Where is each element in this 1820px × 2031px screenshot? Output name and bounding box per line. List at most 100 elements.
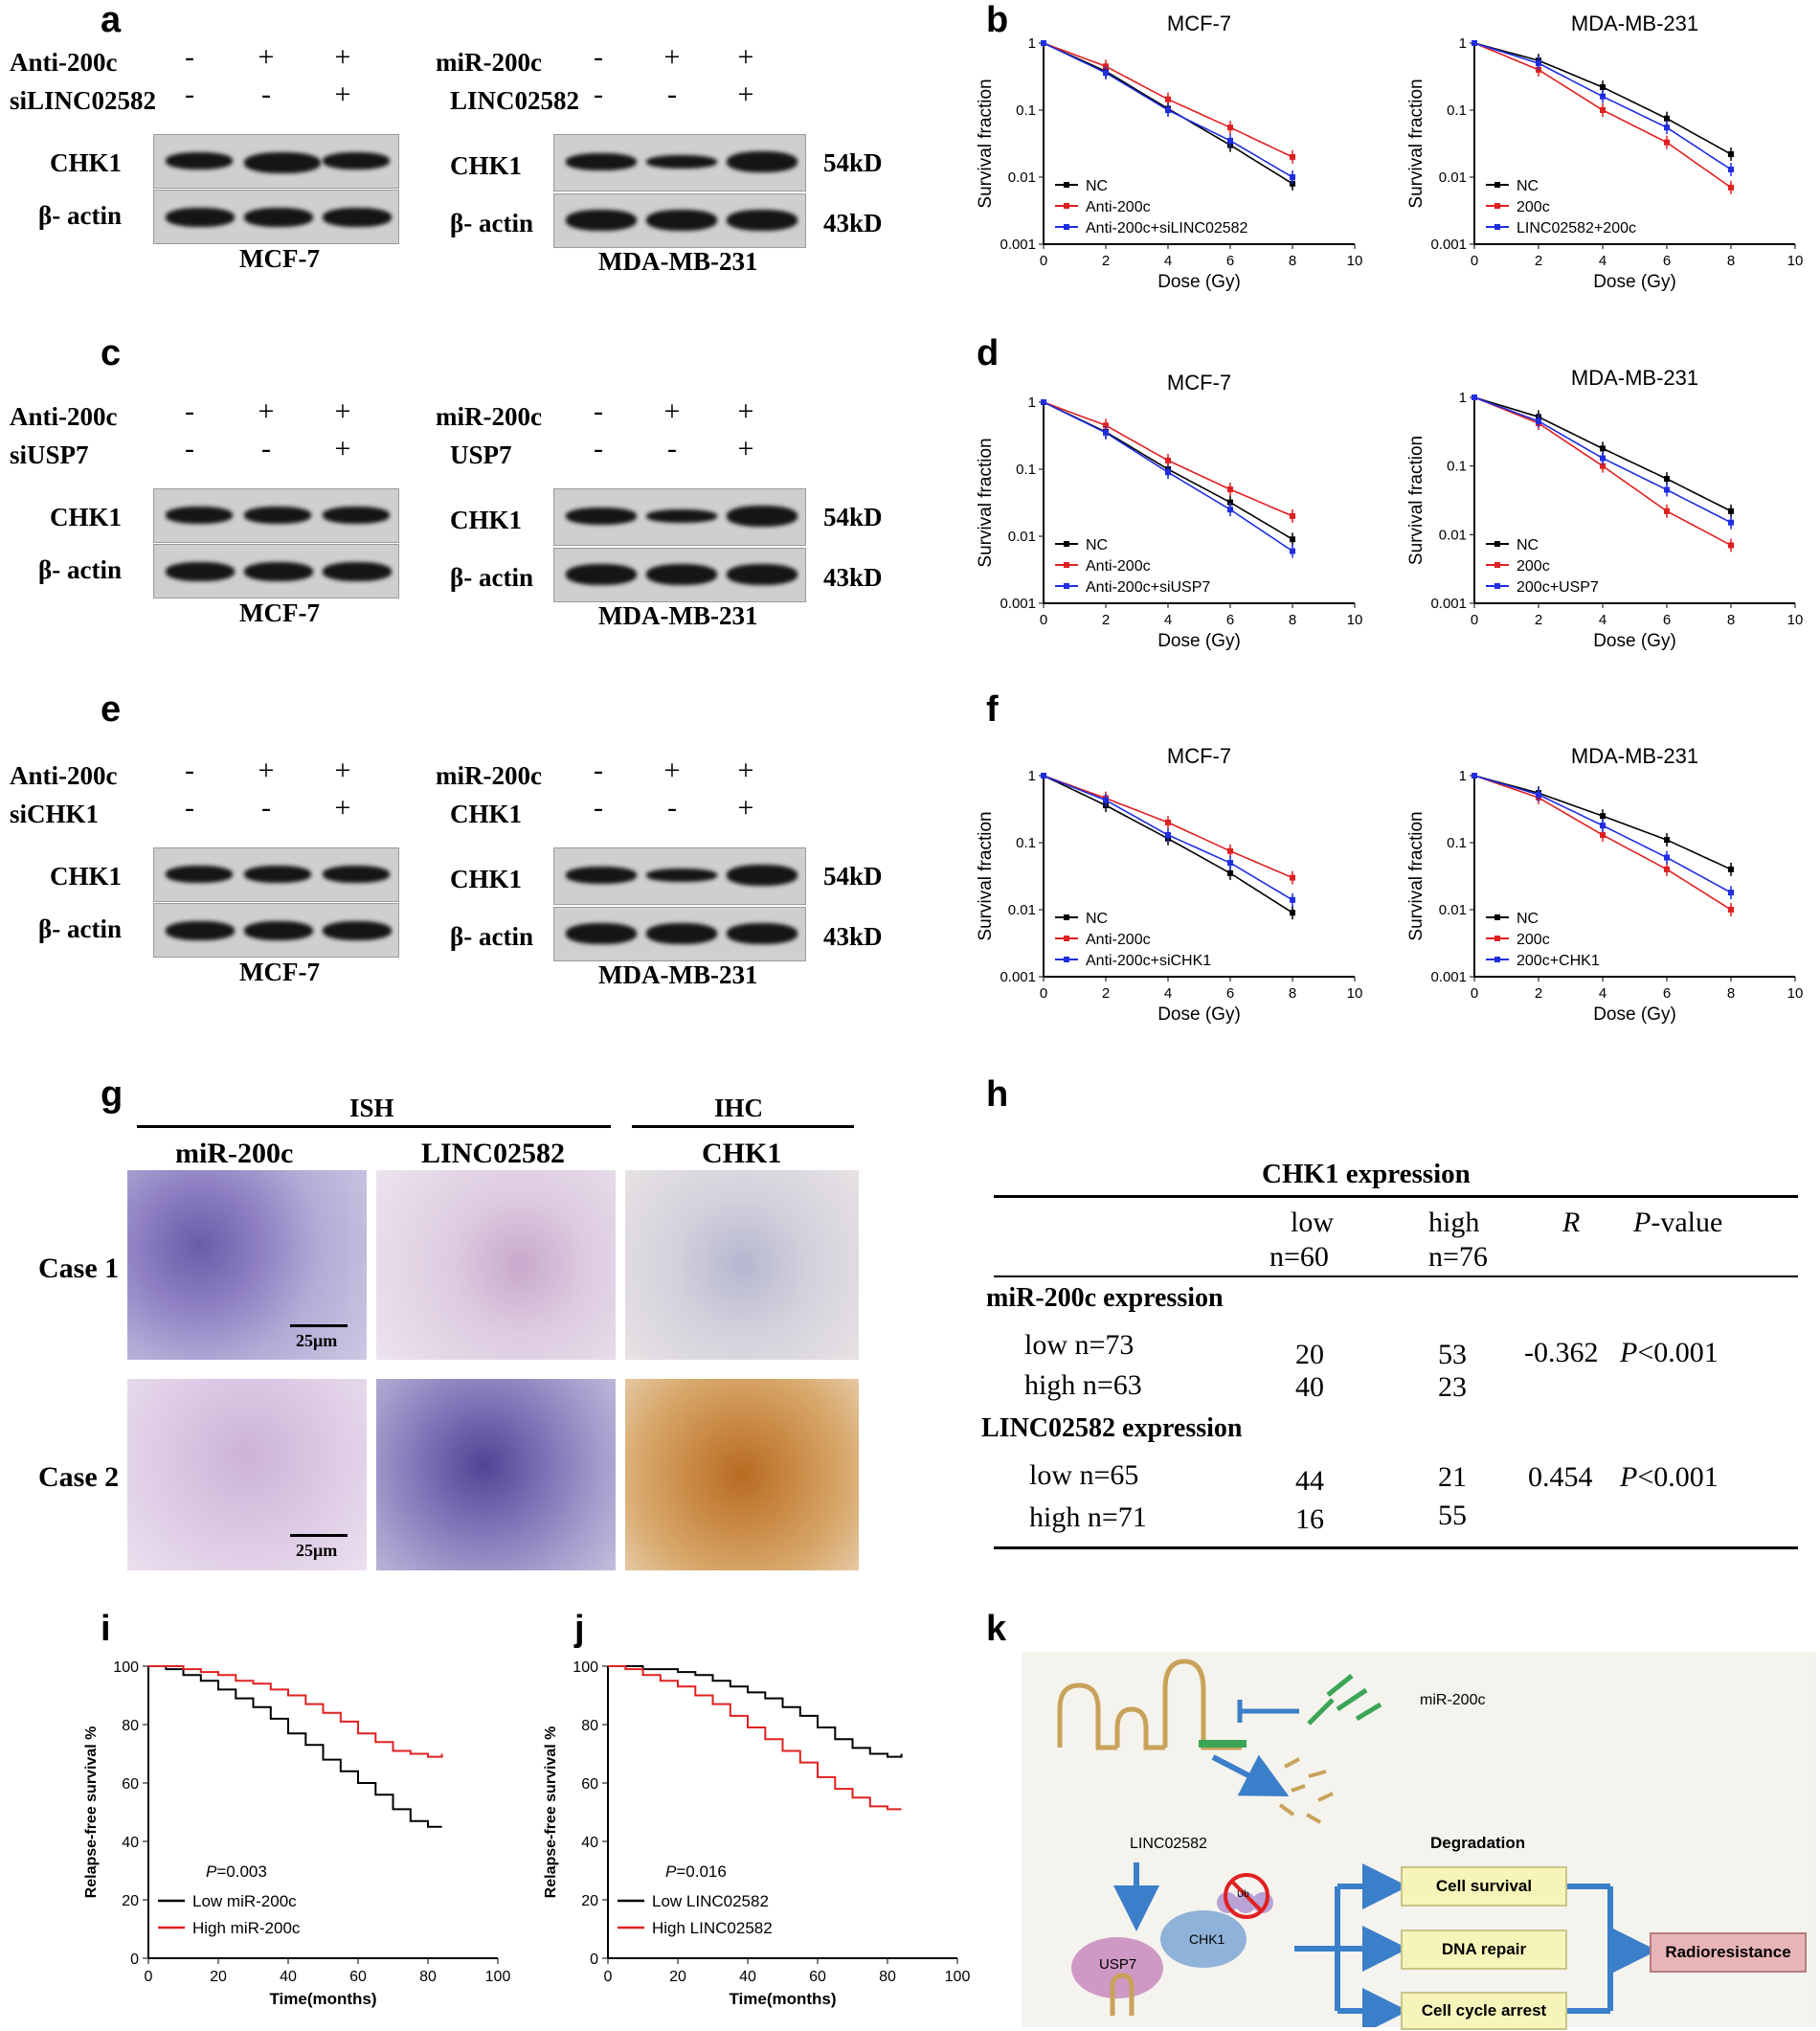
y-tick-label: 0.01 bbox=[1439, 527, 1467, 543]
x-tick-label: 2 bbox=[1535, 612, 1542, 628]
p-value-label: P=0.016 bbox=[665, 1862, 727, 1881]
row-case1: Case 1 bbox=[38, 1252, 120, 1284]
chart-f-mcf7: MCF-7 0 2 4 6 8 10 1 0.1 0.01 0.001 Dose (Gy) Surviv… bbox=[976, 744, 1362, 1025]
sign-mark: + bbox=[258, 755, 275, 786]
row-p: P<0.001 bbox=[1620, 1337, 1719, 1368]
blot-chk1-right bbox=[553, 847, 806, 905]
row-chk1-label: CHK1 bbox=[50, 148, 123, 177]
chart-title: MDA-MB-231 bbox=[1571, 366, 1698, 390]
col-high-n: n=76 bbox=[1428, 1241, 1488, 1273]
sign-mark: - bbox=[594, 792, 603, 824]
protein-band bbox=[323, 921, 392, 940]
row-label: low n=65 bbox=[1029, 1459, 1139, 1491]
sign-mark: + bbox=[737, 395, 754, 427]
table-title: CHK1 expression bbox=[1262, 1159, 1471, 1189]
row-chk1-label: CHK1 bbox=[450, 151, 523, 180]
x-tick-label: 4 bbox=[1164, 985, 1172, 1002]
legend-label: NC bbox=[1517, 178, 1539, 194]
x-tick-label: 0 bbox=[1471, 612, 1478, 628]
sign-mark: + bbox=[737, 433, 754, 464]
row-actin-label: β- actin bbox=[450, 563, 533, 592]
cond2-label: siLINC02582 bbox=[10, 86, 157, 115]
legend-marker bbox=[1494, 562, 1500, 568]
row-case2: Case 2 bbox=[38, 1461, 120, 1493]
x-tick-label: 2 bbox=[1102, 253, 1110, 269]
legend-label: High LINC02582 bbox=[652, 1919, 773, 1937]
chart-title: MCF-7 bbox=[1167, 371, 1231, 395]
protein-band bbox=[323, 152, 390, 169]
degradation-icon bbox=[1278, 1757, 1334, 1824]
y-tick-label: 0 bbox=[130, 1952, 139, 1968]
legend-marker bbox=[1064, 583, 1069, 589]
chart-title: MCF-7 bbox=[1167, 744, 1231, 768]
panel-letter-g: g bbox=[101, 1074, 124, 1115]
km-curve-Low LINC02582 bbox=[608, 1665, 903, 1758]
blot-chk1-left bbox=[153, 847, 399, 902]
legend-label: Low LINC02582 bbox=[652, 1892, 769, 1910]
legend-label: Anti-200c+siCHK1 bbox=[1086, 953, 1211, 969]
degradation-arrow bbox=[1211, 1754, 1290, 1797]
cond1-label: Anti-200c bbox=[10, 48, 118, 77]
km-curve-High miR-200c bbox=[148, 1665, 443, 1758]
cond2-label: siCHK1 bbox=[10, 800, 100, 828]
y-axis-label: Survival fraction bbox=[1406, 436, 1427, 565]
legend-label: Anti-200c+siLINC02582 bbox=[1086, 220, 1248, 237]
y-tick-label: 0.01 bbox=[1008, 169, 1036, 186]
chart-i-km: 0 20 40 60 80 100 0 20 40 60 80 100 Time(months) Rela… bbox=[83, 1659, 510, 2008]
mechanism-diagram: miR-200c LINC02582 Degradation USP7 CHK1… bbox=[1022, 1652, 1816, 2030]
protein-band bbox=[566, 867, 637, 884]
protein-band bbox=[646, 923, 717, 944]
sign-mark: - bbox=[185, 792, 194, 824]
y-axis-label: Relapse-free survival % bbox=[543, 1726, 559, 1899]
sign-mark: - bbox=[667, 792, 677, 824]
kd-label: 43kD bbox=[823, 922, 883, 951]
protein-band bbox=[166, 921, 235, 940]
linc02582-label: LINC02582 bbox=[1130, 1836, 1207, 1852]
legend-label: NC bbox=[1086, 911, 1108, 927]
y-tick-label: 0.001 bbox=[1000, 237, 1036, 253]
protein-band bbox=[166, 208, 235, 227]
table-bottom-rule bbox=[994, 1546, 1798, 1549]
row-actin-label: β- actin bbox=[38, 555, 122, 584]
y-tick-label: 0.1 bbox=[1016, 835, 1036, 851]
protein-band bbox=[244, 866, 311, 883]
col-chk1: CHK1 bbox=[702, 1138, 782, 1169]
y-tick-label: 20 bbox=[581, 1893, 598, 1909]
protein-band bbox=[646, 509, 717, 523]
panel-letter-a: a bbox=[101, 0, 122, 40]
cond1-label: Anti-200c bbox=[10, 761, 118, 790]
y-tick-label: 0 bbox=[590, 1952, 598, 1968]
x-tick-label: 0 bbox=[1040, 253, 1047, 269]
data-point bbox=[1041, 399, 1046, 405]
sign-mark: - bbox=[667, 79, 677, 110]
legend-marker bbox=[1064, 936, 1069, 941]
x-axis-label: Dose (Gy) bbox=[1593, 272, 1676, 292]
protein-band bbox=[646, 210, 717, 231]
row-actin-label: β- actin bbox=[450, 209, 533, 237]
y-tick-label: 40 bbox=[581, 1835, 598, 1851]
row-chk1-label: CHK1 bbox=[450, 865, 523, 893]
legend-label: 200c bbox=[1517, 932, 1550, 948]
col-r: R bbox=[1562, 1207, 1581, 1238]
protein-band bbox=[727, 506, 798, 527]
x-tick-label: 0 bbox=[1471, 253, 1478, 269]
mir200c-icon bbox=[1307, 1674, 1382, 1726]
y-tick-label: 0.1 bbox=[1447, 459, 1467, 475]
legend-label: 200c+CHK1 bbox=[1517, 953, 1600, 969]
box-dna-repair: DNA repair bbox=[1401, 1929, 1567, 1970]
y-tick-label: 1 bbox=[1028, 395, 1036, 411]
x-tick-label: 0 bbox=[1471, 985, 1478, 1002]
chart-d-mcf7: MCF-7 0 2 4 6 8 10 1 0.1 0.01 0.001 Dose (Gy) Surviv… bbox=[976, 371, 1362, 651]
usp7-label: USP7 bbox=[1099, 1956, 1137, 1973]
y-axis-label: Survival fraction bbox=[976, 79, 996, 208]
protein-band bbox=[646, 155, 717, 169]
y-axis-label: Survival fraction bbox=[1406, 79, 1427, 208]
sign-mark: + bbox=[258, 41, 275, 73]
cond1-label: miR-200c bbox=[436, 761, 542, 790]
scale-label: 25μm bbox=[296, 1331, 338, 1350]
row-chk1-label: CHK1 bbox=[50, 503, 123, 531]
sign-mark: + bbox=[737, 41, 754, 73]
legend-label: Low miR-200c bbox=[192, 1892, 297, 1910]
x-axis-label: Time(months) bbox=[269, 1990, 376, 2008]
protein-band bbox=[727, 865, 798, 886]
